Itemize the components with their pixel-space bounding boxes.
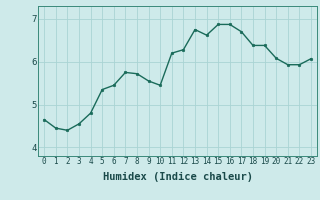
X-axis label: Humidex (Indice chaleur): Humidex (Indice chaleur) <box>103 172 252 182</box>
